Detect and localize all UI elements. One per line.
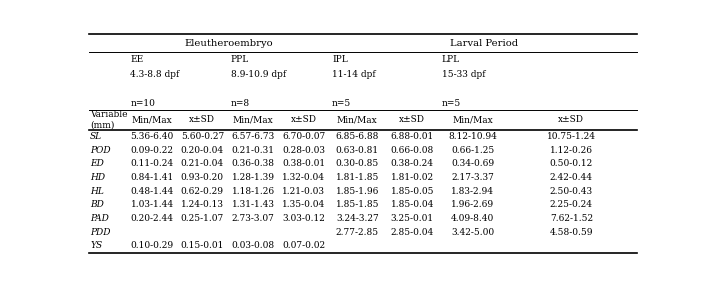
Text: 3.03-0.12: 3.03-0.12 bbox=[282, 214, 325, 223]
Text: HL: HL bbox=[90, 187, 104, 196]
Text: 0.48-1.44: 0.48-1.44 bbox=[130, 187, 173, 196]
Text: n=5: n=5 bbox=[332, 99, 351, 108]
Text: 6.88-0.01: 6.88-0.01 bbox=[391, 132, 434, 141]
Text: 8.12-10.94: 8.12-10.94 bbox=[448, 132, 497, 141]
Text: SL: SL bbox=[90, 132, 102, 141]
Text: 6.85-6.88: 6.85-6.88 bbox=[336, 132, 379, 141]
Text: 0.09-0.22: 0.09-0.22 bbox=[131, 146, 173, 155]
Text: 1.35-0.04: 1.35-0.04 bbox=[282, 201, 326, 209]
Text: 7.62-1.52: 7.62-1.52 bbox=[550, 214, 593, 223]
Text: 0.20-0.04: 0.20-0.04 bbox=[181, 146, 224, 155]
Text: 0.11-0.24: 0.11-0.24 bbox=[130, 159, 173, 168]
Text: n=5: n=5 bbox=[442, 99, 461, 108]
Text: 0.84-1.41: 0.84-1.41 bbox=[130, 173, 173, 182]
Text: 0.30-0.85: 0.30-0.85 bbox=[336, 159, 379, 168]
Text: 2.17-3.37: 2.17-3.37 bbox=[451, 173, 494, 182]
Text: 0.34-0.69: 0.34-0.69 bbox=[451, 159, 494, 168]
Text: 0.36-0.38: 0.36-0.38 bbox=[232, 159, 275, 168]
Text: Min/Max: Min/Max bbox=[132, 115, 173, 124]
Text: 0.38-0.24: 0.38-0.24 bbox=[391, 159, 434, 168]
Text: LPL: LPL bbox=[442, 55, 460, 64]
Text: 2.25-0.24: 2.25-0.24 bbox=[550, 201, 593, 209]
Text: 1.03-1.44: 1.03-1.44 bbox=[130, 201, 173, 209]
Text: 0.10-0.29: 0.10-0.29 bbox=[130, 241, 173, 250]
Text: x±SD: x±SD bbox=[559, 115, 584, 124]
Text: HD: HD bbox=[90, 173, 105, 182]
Text: 4.58-0.59: 4.58-0.59 bbox=[549, 228, 593, 237]
Text: Larval Period: Larval Period bbox=[450, 39, 518, 47]
Text: 0.07-0.02: 0.07-0.02 bbox=[282, 241, 326, 250]
Text: 11-14 dpf: 11-14 dpf bbox=[332, 70, 376, 79]
Text: 1.12-0.26: 1.12-0.26 bbox=[550, 146, 593, 155]
Text: 0.20-2.44: 0.20-2.44 bbox=[131, 214, 173, 223]
Text: 0.38-0.01: 0.38-0.01 bbox=[282, 159, 326, 168]
Text: 6.57-6.73: 6.57-6.73 bbox=[232, 132, 275, 141]
Text: 1.18-1.26: 1.18-1.26 bbox=[232, 187, 275, 196]
Text: 2.42-0.44: 2.42-0.44 bbox=[550, 173, 593, 182]
Text: 1.96-2.69: 1.96-2.69 bbox=[451, 201, 494, 209]
Text: 0.21-0.04: 0.21-0.04 bbox=[181, 159, 224, 168]
Text: x±SD: x±SD bbox=[189, 115, 215, 124]
Text: PDD: PDD bbox=[90, 228, 110, 237]
Text: 3.25-0.01: 3.25-0.01 bbox=[391, 214, 434, 223]
Text: 0.66-0.08: 0.66-0.08 bbox=[391, 146, 434, 155]
Text: 4.3-8.8 dpf: 4.3-8.8 dpf bbox=[130, 70, 179, 79]
Text: 8.9-10.9 dpf: 8.9-10.9 dpf bbox=[231, 70, 286, 79]
Text: BD: BD bbox=[90, 201, 104, 209]
Text: 1.81-1.85: 1.81-1.85 bbox=[336, 173, 379, 182]
Text: IPL: IPL bbox=[332, 55, 348, 64]
Text: PAD: PAD bbox=[90, 214, 109, 223]
Text: 3.42-5.00: 3.42-5.00 bbox=[451, 228, 494, 237]
Text: 10.75-1.24: 10.75-1.24 bbox=[547, 132, 596, 141]
Text: 5.60-0.27: 5.60-0.27 bbox=[181, 132, 224, 141]
Text: 0.50-0.12: 0.50-0.12 bbox=[549, 159, 593, 168]
Text: Eleutheroembryо: Eleutheroembryо bbox=[185, 39, 273, 47]
Text: 3.24-3.27: 3.24-3.27 bbox=[336, 214, 379, 223]
Text: 4.09-8.40: 4.09-8.40 bbox=[451, 214, 494, 223]
Text: Min/Max: Min/Max bbox=[452, 115, 493, 124]
Text: 0.25-1.07: 0.25-1.07 bbox=[181, 214, 224, 223]
Text: 2.50-0.43: 2.50-0.43 bbox=[550, 187, 593, 196]
Text: 1.85-0.05: 1.85-0.05 bbox=[391, 187, 434, 196]
Text: 1.85-0.04: 1.85-0.04 bbox=[391, 201, 434, 209]
Text: 1.31-1.43: 1.31-1.43 bbox=[232, 201, 275, 209]
Text: 1.81-0.02: 1.81-0.02 bbox=[391, 173, 434, 182]
Text: 0.66-1.25: 0.66-1.25 bbox=[451, 146, 494, 155]
Text: 0.28-0.03: 0.28-0.03 bbox=[282, 146, 326, 155]
Text: 5.36-6.40: 5.36-6.40 bbox=[130, 132, 173, 141]
Text: PPL: PPL bbox=[231, 55, 249, 64]
Text: n=8: n=8 bbox=[231, 99, 250, 108]
Text: 0.93-0.20: 0.93-0.20 bbox=[181, 173, 224, 182]
Text: 0.15-0.01: 0.15-0.01 bbox=[181, 241, 224, 250]
Text: 0.63-0.81: 0.63-0.81 bbox=[336, 146, 379, 155]
Text: 6.70-0.07: 6.70-0.07 bbox=[282, 132, 326, 141]
Text: 1.28-1.39: 1.28-1.39 bbox=[232, 173, 275, 182]
Text: Min/Max: Min/Max bbox=[337, 115, 378, 124]
Text: 2.73-3.07: 2.73-3.07 bbox=[232, 214, 275, 223]
Text: 15-33 dpf: 15-33 dpf bbox=[442, 70, 486, 79]
Text: n=10: n=10 bbox=[130, 99, 155, 108]
Text: 0.03-0.08: 0.03-0.08 bbox=[232, 241, 275, 250]
Text: 1.21-0.03: 1.21-0.03 bbox=[282, 187, 326, 196]
Text: x±SD: x±SD bbox=[399, 115, 426, 124]
Text: x±SD: x±SD bbox=[291, 115, 317, 124]
Text: 1.83-2.94: 1.83-2.94 bbox=[451, 187, 494, 196]
Text: 0.62-0.29: 0.62-0.29 bbox=[181, 187, 224, 196]
Text: 2.85-0.04: 2.85-0.04 bbox=[391, 228, 434, 237]
Text: 1.85-1.96: 1.85-1.96 bbox=[336, 187, 379, 196]
Text: 2.77-2.85: 2.77-2.85 bbox=[336, 228, 379, 237]
Text: 1.24-0.13: 1.24-0.13 bbox=[181, 201, 224, 209]
Text: 1.85-1.85: 1.85-1.85 bbox=[336, 201, 379, 209]
Text: Min/Max: Min/Max bbox=[233, 115, 273, 124]
Text: Variable
(mm): Variable (mm) bbox=[90, 110, 127, 130]
Text: 1.32-0.04: 1.32-0.04 bbox=[282, 173, 326, 182]
Text: ED: ED bbox=[90, 159, 104, 168]
Text: 0.21-0.31: 0.21-0.31 bbox=[232, 146, 275, 155]
Text: POD: POD bbox=[90, 146, 110, 155]
Text: EE: EE bbox=[130, 55, 144, 64]
Text: YS: YS bbox=[90, 241, 102, 250]
